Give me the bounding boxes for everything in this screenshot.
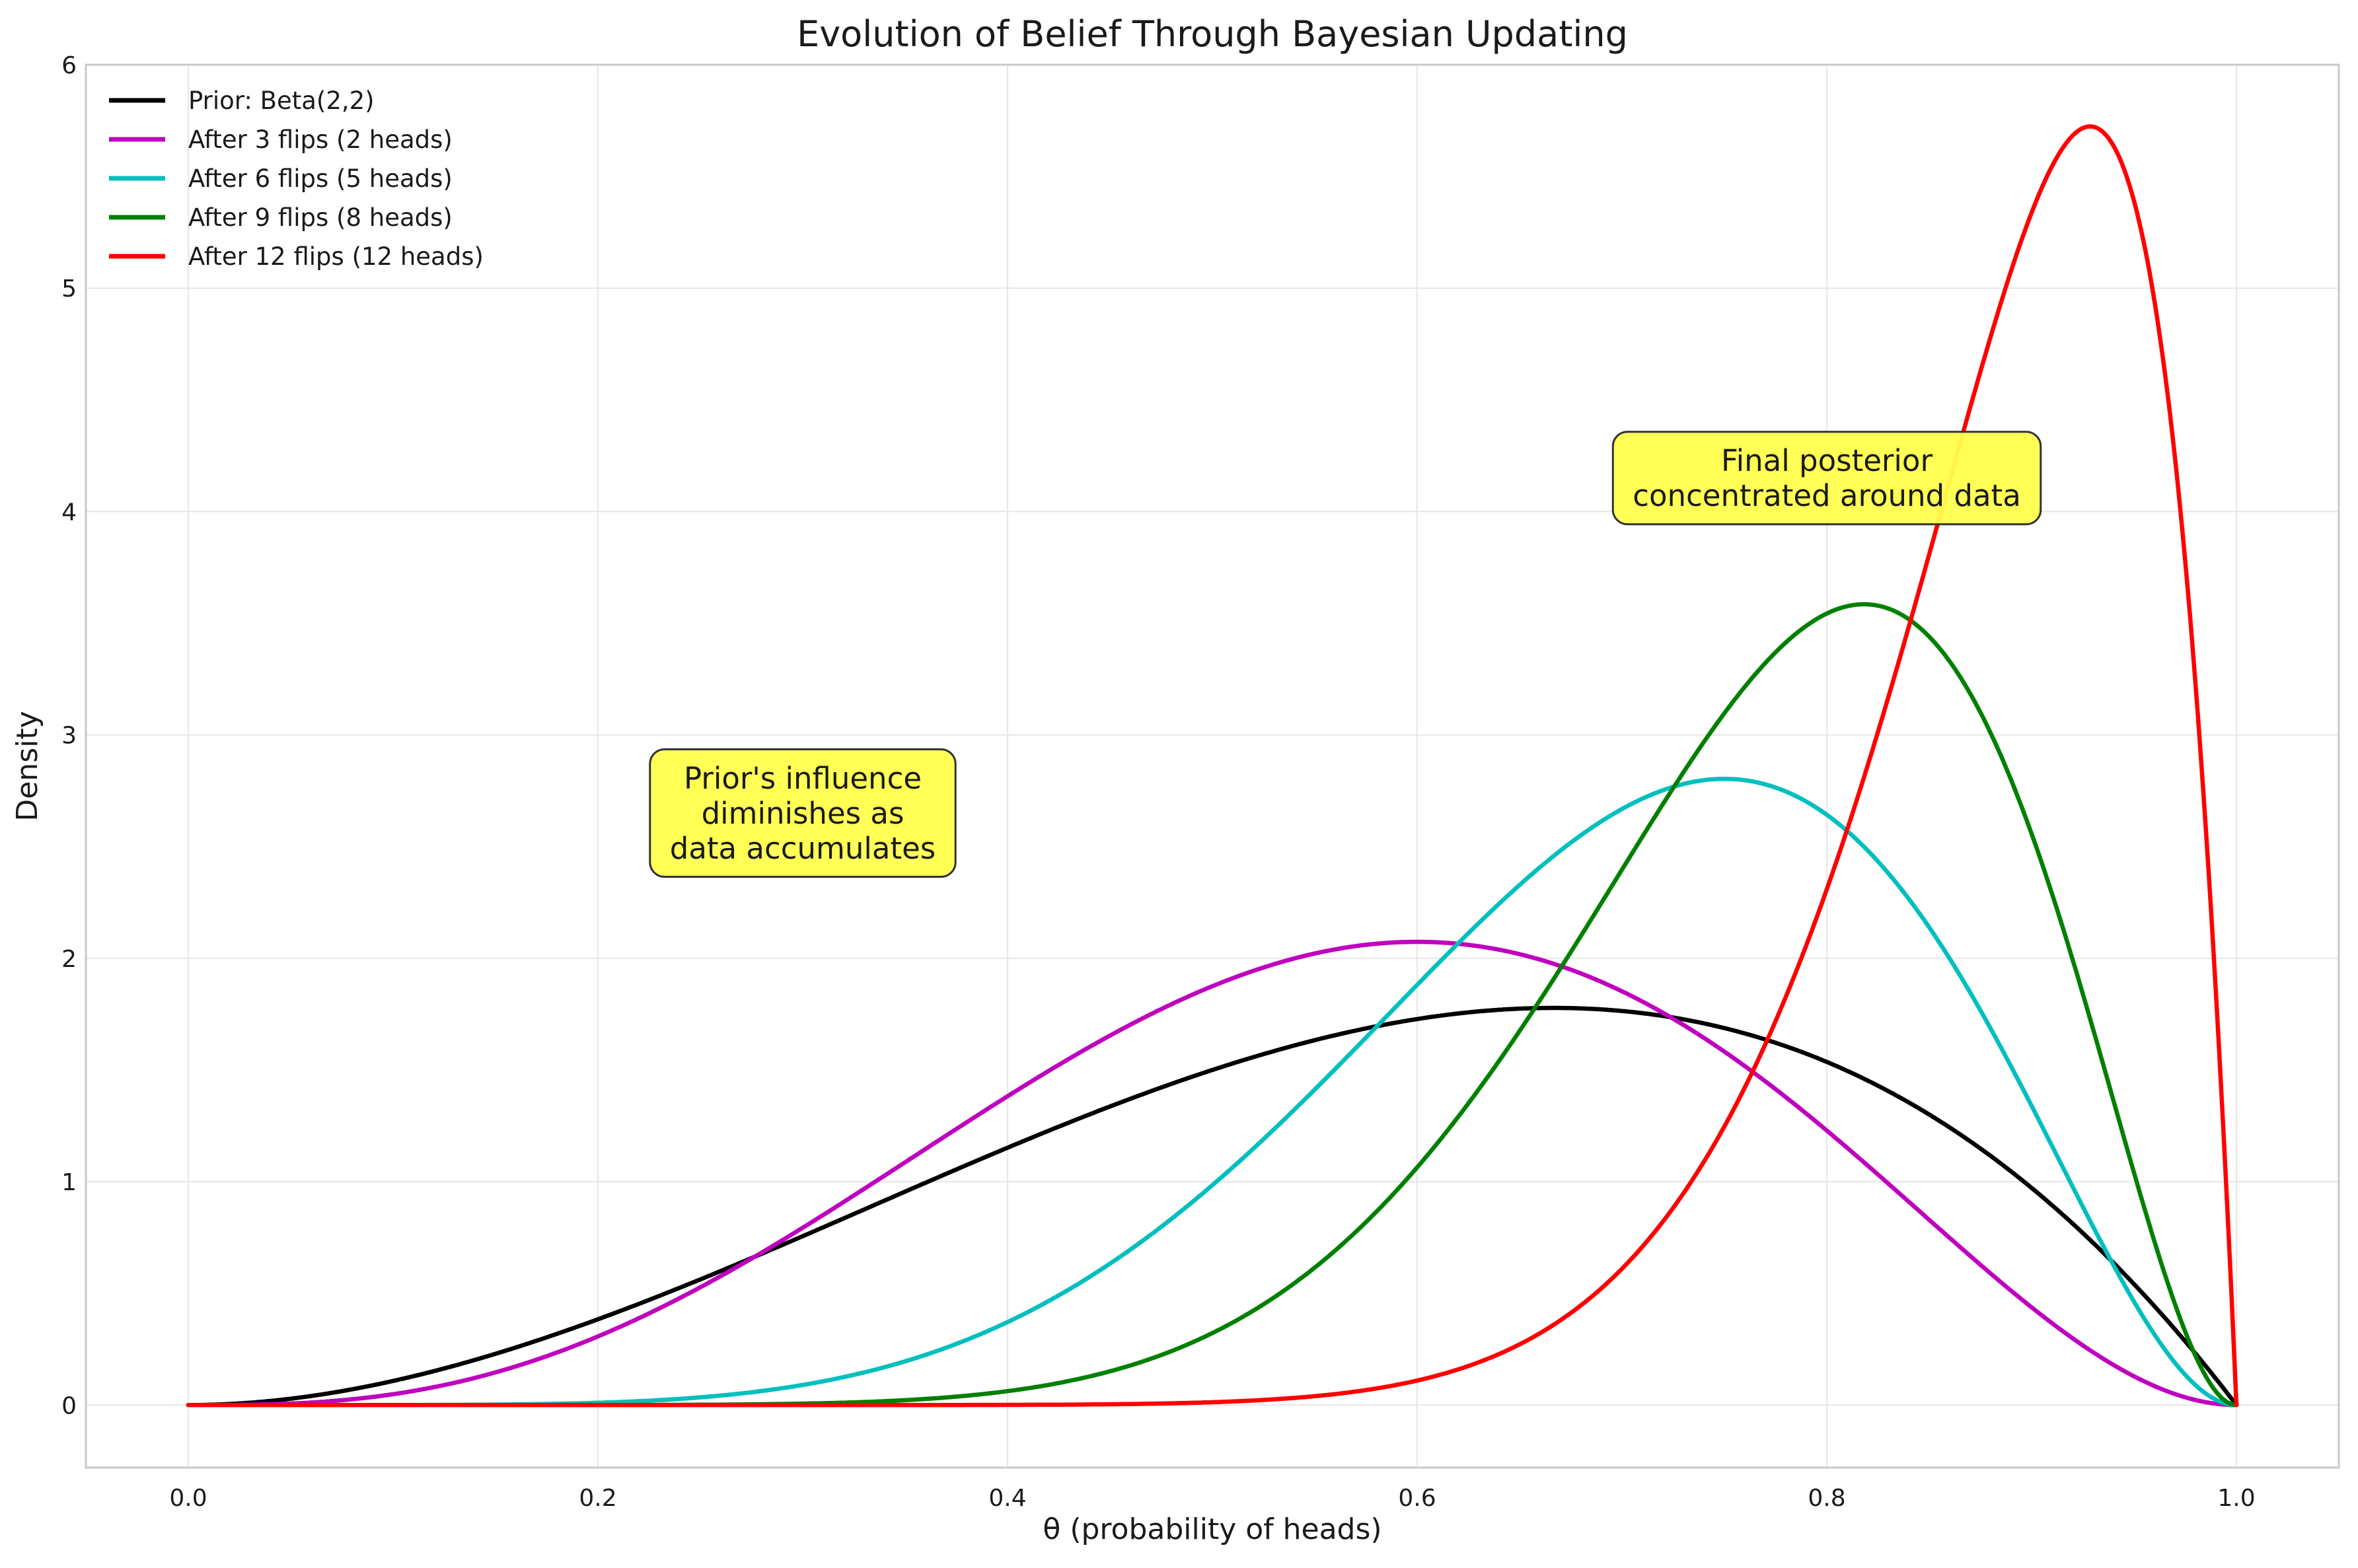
series-line bbox=[186, 939, 2239, 1408]
annotation-box bbox=[649, 748, 957, 878]
legend-label: After 3 flips (2 heads) bbox=[188, 125, 453, 154]
x-tick-label: 0.8 bbox=[1808, 1485, 1845, 1512]
series-line bbox=[186, 124, 2239, 1408]
x-tick-label: 0.2 bbox=[579, 1485, 616, 1512]
series-line bbox=[186, 776, 2239, 1408]
x-tick-label: 0.0 bbox=[169, 1485, 207, 1512]
annotation-box bbox=[1611, 431, 2042, 526]
series-line bbox=[186, 602, 2239, 1408]
ticks: 0.0 0.2 0.4 0.6 0.8 1.0 0 1 2 3 4 5 6 bbox=[61, 52, 2256, 1512]
x-axis-title: θ (probability of heads) bbox=[1043, 1513, 1382, 1546]
plot-frame bbox=[85, 63, 2340, 1469]
y-tick-label: 3 bbox=[61, 723, 77, 750]
y-tick-label: 2 bbox=[61, 946, 77, 973]
annotation-text: concentrated around data bbox=[1633, 478, 2021, 513]
legend-label: After 12 flips (12 heads) bbox=[188, 242, 484, 271]
legend: Prior: Beta(2,2) After 3 flips (2 heads) A… bbox=[109, 87, 484, 271]
y-axis-title: Density bbox=[11, 711, 44, 821]
legend-label: After 6 flips (5 heads) bbox=[188, 164, 453, 193]
annotation-text: data accumulates bbox=[670, 831, 936, 866]
annotation-text: Final posterior bbox=[1721, 443, 1933, 478]
series-line bbox=[186, 1005, 2239, 1408]
legend-label: After 9 flips (8 heads) bbox=[188, 203, 453, 232]
annotation-text: Prior's influence bbox=[684, 761, 922, 796]
chart-title: Evolution of Belief Through Bayesian Upd… bbox=[797, 13, 1628, 55]
x-tick-label: 0.4 bbox=[988, 1485, 1026, 1512]
series bbox=[186, 124, 2239, 1408]
y-tick-label: 5 bbox=[61, 275, 77, 303]
y-tick-label: 6 bbox=[61, 52, 77, 79]
x-tick-label: 0.6 bbox=[1398, 1485, 1436, 1512]
annotation-text: diminishes as bbox=[702, 796, 904, 831]
y-tick-label: 4 bbox=[61, 499, 77, 526]
y-tick-label: 0 bbox=[61, 1392, 77, 1419]
y-tick-label: 1 bbox=[61, 1169, 77, 1196]
legend-label: Prior: Beta(2,2) bbox=[188, 87, 375, 115]
grid bbox=[86, 64, 2339, 1468]
x-tick-label: 1.0 bbox=[2217, 1485, 2255, 1512]
